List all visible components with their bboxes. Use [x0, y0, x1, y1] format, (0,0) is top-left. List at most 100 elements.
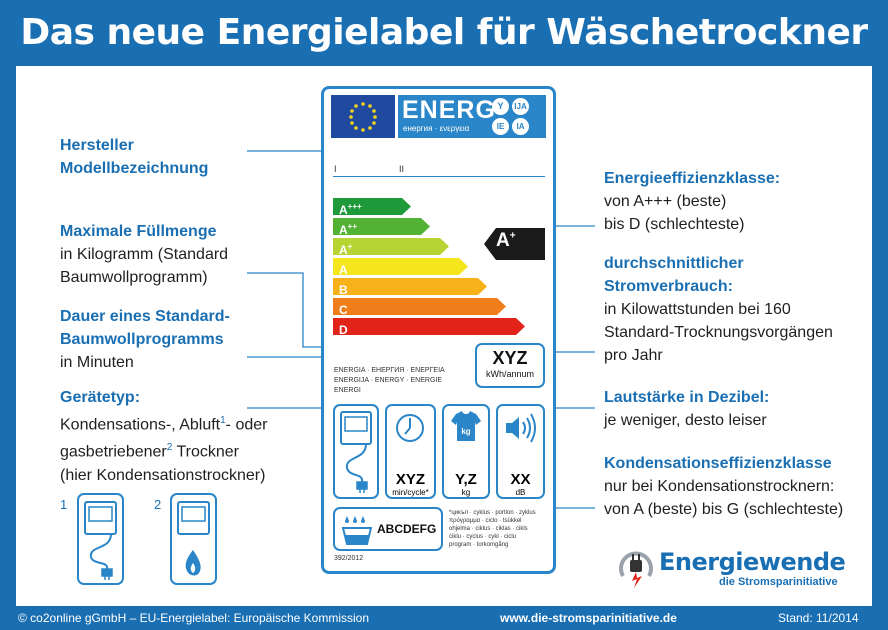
efficiency-bar-letter: A — [339, 223, 348, 237]
efficiency-bar-sup: + — [347, 242, 353, 251]
footnote-text: *цикъл · cyklus · portion · zyklus πρόγρ… — [449, 509, 536, 549]
footnote-line-2: πρόγραμμα · ciclo · tsükkel — [449, 518, 522, 524]
energia-line-1: ENERGIA · ЕНЕРГИЯ · ΕΝΕΡΓΕΙΑ — [334, 367, 445, 374]
geraetetyp-line2-b: Trockner — [172, 443, 239, 461]
energy-label: ENERG енергия · ενεργεια Y IJA IE IA I I… — [321, 86, 556, 574]
water-drip-icon — [341, 516, 373, 545]
brand-tagline: die Stromsparinitiative — [719, 576, 838, 588]
kwh-box: XYZ kWh/annum — [475, 343, 545, 388]
effizienz-heading: Energieeffizienzklasse: — [604, 170, 781, 187]
fuellmenge-line2: Baumwollprogramm) — [60, 269, 208, 286]
footnote-line-4: ċiklu · cyclus · cykl · ciclu — [449, 534, 517, 540]
roman-one: I — [334, 164, 337, 174]
current-class-text: A+ — [496, 230, 516, 252]
page-title: Das neue Energielabel für Wäschetrockner — [20, 12, 868, 53]
modell-heading: Modellbezeichnung — [60, 160, 209, 177]
brand-name: Energiewende — [659, 548, 846, 576]
efficiency-bar-letter: B — [339, 283, 348, 297]
efficiency-bar: A+ — [333, 238, 449, 255]
laut-line1: je weniger, desto leiser — [604, 412, 767, 429]
fuellmenge-block: Maximale Füllmenge in Kilogramm (Standar… — [60, 220, 228, 289]
condenser-dryer-type-icon — [340, 411, 372, 493]
clock-icon — [396, 414, 424, 442]
regulation-number: 392/2012 — [334, 555, 364, 562]
geraetetyp-line3: (hier Kondensationstrockner) — [60, 466, 266, 484]
time-box: XYZ min/cycle* — [385, 404, 436, 499]
geraetetyp-line1-b: - oder — [225, 416, 268, 434]
geraetetyp-line2-a: gasbetriebener — [60, 443, 167, 461]
load-unit: kg — [461, 488, 471, 497]
energ-word: ENERG — [402, 96, 496, 124]
lang-code-ie: IE — [492, 118, 509, 135]
time-value: XYZ — [395, 471, 426, 488]
efficiency-bar: A+++ — [333, 198, 411, 215]
footnote-line-1: *цикъл · cyklus · portion · zyklus — [449, 510, 536, 516]
footnote-line-3: ohjelma · ciklus · ciklas · cikls — [449, 526, 528, 532]
kondens-block: Kondensationseffizienzklasse nur bei Kon… — [604, 452, 843, 521]
efficiency-bar: C — [333, 298, 506, 315]
strom-block: durchschnittlicher Stromverbrauch: in Ki… — [604, 252, 833, 367]
energia-line-3: ENERGI — [334, 387, 361, 394]
geraetetyp-line1: Kondensations-, Abluft1- oder — [60, 409, 267, 436]
speaker-icon — [506, 413, 536, 443]
efficiency-bar: A — [333, 258, 468, 275]
noise-value: XX — [510, 471, 531, 488]
load-box: kg Y,Z kg — [442, 404, 490, 499]
efficiency-bar-sup: +++ — [347, 202, 362, 211]
lang-code-y: Y — [492, 98, 509, 115]
roman-two: II — [399, 164, 405, 174]
strom-line1: in Kilowattstunden bei 160 — [604, 301, 791, 318]
energia-text: ENERGIA · ЕНЕРГИЯ · ΕΝΕΡΓΕΙΑ ENERGIJA · … — [334, 366, 445, 396]
geraetetyp-heading: Gerätetyp: — [60, 389, 141, 406]
energia-line-2: ENERGIJA · ENERGY · ENERGIE — [334, 377, 443, 384]
effizienz-block: Energieeffizienzklasse: von A+++ (beste)… — [604, 167, 780, 236]
noise-box: XX dB — [496, 404, 545, 499]
efficiency-bar-letter: A — [339, 203, 348, 217]
geraetetyp-block: Gerätetyp: Kondensations-, Abluft1- oder… — [60, 386, 267, 487]
hersteller-block: Hersteller Modellbezeichnung — [60, 134, 208, 180]
dauer-heading-2: Baumwollprogramms — [60, 331, 224, 348]
efficiency-bar-sup: ++ — [347, 222, 358, 231]
footer-website[interactable]: www.die-stromsparinitiative.de — [500, 611, 677, 625]
dauer-heading-1: Dauer eines Standard- — [60, 308, 230, 325]
condensation-box: ABCDEFG — [333, 507, 443, 551]
efficiency-bar: B — [333, 278, 487, 295]
effizienz-line2: bis D (schlechteste) — [604, 216, 745, 233]
lang-code-ia: IA — [512, 118, 529, 135]
strom-line2: Standard-Trocknungsvorgängen — [604, 324, 833, 341]
kondens-line2: von A (beste) bis G (schlechteste) — [604, 501, 844, 518]
geraetetyp-line1-a: Kondensations-, Abluft — [60, 416, 221, 434]
lang-code-ija: IJA — [512, 98, 529, 115]
icon-label-2: 2 — [154, 497, 162, 512]
model-underline — [333, 176, 545, 177]
footnote-line-5: program · torkomgång — [449, 542, 509, 548]
footer: © co2online gGmbH – EU-Energielabel: Eur… — [0, 606, 888, 630]
efficiency-bar: D — [333, 318, 525, 335]
fuellmenge-line1: in Kilogramm (Standard — [60, 246, 229, 263]
strom-line3: pro Jahr — [604, 347, 663, 364]
efficiency-bar-letter: D — [339, 323, 348, 337]
hersteller-heading: Hersteller — [60, 137, 134, 154]
condenser-dryer-icon — [77, 493, 124, 585]
eu-flag-icon — [331, 95, 395, 138]
footnote-mark-2: 2 — [166, 442, 173, 454]
laut-block: Lautstärke in Dezibel: je weniger, desto… — [604, 386, 769, 432]
strom-heading-1: durchschnittlicher — [604, 255, 744, 272]
kondens-line1: nur bei Kondensationstrocknern: — [604, 478, 835, 495]
load-value: Y,Z — [455, 471, 477, 488]
efficiency-bar: A++ — [333, 218, 430, 235]
icon-label-1: 1 — [60, 497, 68, 512]
tshirt-icon: kg — [451, 411, 481, 441]
fuellmenge-heading: Maximale Füllmenge — [60, 223, 217, 240]
condensation-scale: ABCDEFG — [377, 522, 437, 536]
efficiency-bar-letter: A — [339, 243, 348, 257]
dauer-block: Dauer eines Standard- Baumwollprogramms … — [60, 305, 230, 374]
dauer-line1: in Minuten — [60, 354, 134, 371]
current-class-arrow: A+ — [484, 228, 545, 260]
current-class-sup: + — [509, 230, 516, 242]
footnote-mark-1: 1 — [220, 415, 226, 426]
plug-logo-icon — [619, 551, 653, 588]
laut-heading: Lautstärke in Dezibel: — [604, 389, 770, 406]
efficiency-bar-letter: A — [339, 263, 348, 277]
noise-unit: dB — [515, 488, 526, 497]
